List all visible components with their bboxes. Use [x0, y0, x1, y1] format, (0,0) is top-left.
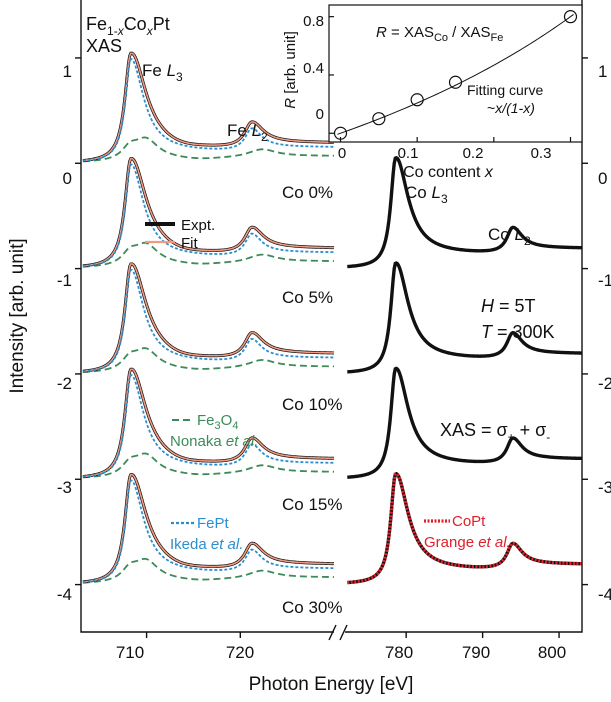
inset-y-tick-label: 0 [316, 106, 324, 123]
axis-break-marks [328, 624, 348, 641]
inset-x-tick-label: 0.1 [398, 145, 419, 162]
y-tick-label-right: -3 [598, 478, 611, 497]
copt-legend: CoPt Grange et al. [424, 513, 511, 551]
temperature-condition: T = 300K [481, 322, 555, 342]
fe-fept-curve [82, 163, 335, 268]
co-l2-label: Co L2 [488, 225, 531, 248]
x-tick-label: 710 [116, 643, 144, 662]
inset-frame [328, 4, 583, 143]
x-axis-title: Photon Energy [eV] [249, 674, 414, 695]
inset-data-point [448, 75, 463, 89]
co-expt-curve [347, 155, 583, 269]
composition-label: Co 15% [282, 495, 342, 514]
y-tick-label-right: -4 [598, 585, 611, 604]
inset-data-point [372, 112, 386, 126]
fe-fe3o4-curve [82, 136, 335, 163]
y-tick-label-right: -1 [598, 271, 611, 290]
inset-y-tick-label: 0.8 [303, 13, 324, 30]
fe-fe3o4-curve [82, 241, 335, 268]
co-l3-label: Co L3 [405, 183, 448, 206]
inset-x-tick-label: 0.2 [463, 145, 484, 162]
expt-fit-legend: Expt. Fit [145, 217, 215, 252]
fe-l2-label: Fe L2 [227, 121, 268, 144]
fe-fe3o4-curve [82, 452, 335, 479]
copt-reference: Grange et al. [424, 534, 511, 551]
expt-legend-label: Expt. [181, 217, 215, 234]
inset-fit-label: Fitting curve [467, 82, 543, 98]
composition-label: Co 5% [282, 288, 333, 307]
main-axes-frame [80, 0, 583, 633]
fe3o4-legend-label: Fe3O4 [197, 412, 238, 432]
inset-x-tick-label: 0 [338, 145, 346, 162]
composition-labels: Co 0% Co 5% Co 10% Co 15% Co 30% [282, 183, 342, 617]
inset-y-axis-title: R [arb. unit] [282, 31, 299, 109]
fe-fept-curve [82, 374, 335, 478]
y-tick-label-right: -2 [598, 374, 611, 393]
composition-label: Co 30% [282, 598, 342, 617]
inset-x-tick-labels: 0 0.1 0.2 0.3 [338, 145, 552, 162]
y-tick-label: -3 [57, 478, 72, 497]
fe3o4-legend: Fe3O4 Nonaka et al. [170, 412, 258, 450]
fe-fept-curve [82, 58, 335, 162]
y-tick-label: 1 [63, 62, 72, 81]
inset-fit-expression: ~x/(1-x) [487, 100, 535, 116]
axis-ticks [75, 57, 588, 638]
inset-formula: R = XASCo / XASFe [376, 24, 503, 44]
fe-l3-label: Fe L3 [142, 61, 183, 84]
y-tick-label-right: 1 [598, 62, 607, 81]
fe-fept-curve [82, 479, 335, 584]
inset-y-tick-label: 0.4 [303, 60, 324, 77]
fe-fe3o4-curve [82, 557, 335, 584]
x-tick-label: 720 [226, 643, 254, 662]
y-tick-label: -4 [57, 585, 72, 604]
co-expt-curve [347, 261, 583, 374]
fe-fe3o4-curve [82, 347, 335, 373]
inset-y-tick-labels: 0 0.4 0.8 [303, 13, 324, 123]
spectra-curves [82, 51, 583, 585]
fept-legend: FePt Ikeda et al. [170, 515, 243, 553]
inset-fit-curve [337, 14, 574, 135]
inset-x-tick-label: 0.3 [531, 145, 552, 162]
y-tick-labels: 1 0 -1 -2 -3 -4 [57, 62, 72, 604]
fe-fept-curve [82, 268, 335, 373]
y-tick-label: 0 [63, 169, 72, 188]
fe-fit-curve [82, 157, 335, 267]
x-tick-labels: 710 720 780 790 800 [116, 643, 566, 662]
co-expt-curve [347, 366, 583, 479]
y-tick-label: -1 [57, 271, 72, 290]
x-tick-label: 790 [462, 643, 490, 662]
fept-legend-label: FePt [197, 515, 230, 532]
sample-formula: Fe1-xCoxPt [86, 14, 170, 38]
sample-xas-label: XAS [86, 36, 122, 56]
y-tick-labels-right: 1 0 -1 -2 -3 -4 [598, 62, 611, 604]
inset-points [333, 10, 578, 140]
inset-chart: 0 0.4 0.8 0 0.1 0.2 0.3 Co content x R [… [282, 4, 583, 181]
fe-fit-curve [82, 263, 335, 373]
field-condition: H = 5T [481, 296, 536, 316]
copt-legend-label: CoPt [452, 513, 486, 530]
xas-formula: XAS = σ+ + σ- [440, 420, 550, 444]
inset-data-point [410, 93, 424, 107]
co-copt-curve [347, 471, 583, 585]
composition-label: Co 0% [282, 183, 333, 202]
x-tick-label: 780 [385, 643, 413, 662]
x-tick-label: 800 [538, 643, 566, 662]
y-tick-label: -2 [57, 374, 72, 393]
composition-label: Co 10% [282, 395, 342, 414]
fe3o4-reference: Nonaka et al. [170, 433, 258, 450]
fept-reference: Ikeda et al. [170, 536, 243, 553]
fit-legend-label: Fit [181, 235, 198, 252]
inset-ticks [329, 16, 572, 142]
y-tick-label-right: 0 [598, 169, 607, 188]
inset-data-point [563, 10, 578, 24]
inset-data-point [333, 126, 348, 140]
inset-x-axis-title: Co content x [403, 164, 494, 181]
y-axis-title: Intensity [arb. unit] [7, 238, 28, 393]
